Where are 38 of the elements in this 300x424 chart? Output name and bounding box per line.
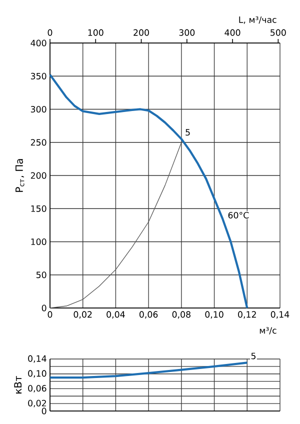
y-tick-label: 300 bbox=[30, 106, 46, 113]
x-tick-label: 0,02 bbox=[74, 311, 92, 319]
y-tick-label: 0 bbox=[42, 408, 46, 414]
x2-tick-label: 400 bbox=[224, 29, 240, 36]
x2-tick-label: 200 bbox=[134, 29, 149, 36]
x2-tick-label: 100 bbox=[88, 29, 104, 36]
y-axis-title: кВт bbox=[14, 376, 22, 394]
x2-axis-title: L, м³/час bbox=[239, 16, 276, 24]
y-tick-label: 0,06 bbox=[28, 385, 46, 392]
annotation: 5 bbox=[251, 352, 256, 360]
x-tick-label: 0,08 bbox=[172, 311, 190, 319]
x-axis-title: м³/с bbox=[260, 327, 276, 334]
x-tick-label: 0,06 bbox=[139, 311, 158, 319]
y-tick-label: 100 bbox=[31, 238, 46, 246]
y-tick-label: 400 bbox=[30, 40, 46, 46]
y-tick-label: 0,02 bbox=[28, 400, 46, 408]
annotation: 60°C bbox=[228, 212, 249, 218]
x-tick-label: 0,12 bbox=[238, 311, 256, 319]
line-series bbox=[50, 142, 182, 308]
y-tick-label: 250 bbox=[30, 139, 46, 146]
y-axis-title: Р$_{ст}$, Па bbox=[16, 159, 24, 192]
line-series bbox=[48, 74, 248, 310]
x-tick-label: 0,04 bbox=[106, 311, 125, 319]
x-tick-label: 0 bbox=[48, 311, 52, 318]
x2-tick-label: 300 bbox=[179, 29, 195, 36]
x2-tick-label: 0 bbox=[48, 29, 52, 36]
x-tick-label: 0,10 bbox=[205, 311, 224, 319]
x-tick-label: 0,14 bbox=[270, 311, 290, 319]
y-tick-label: 0,10 bbox=[28, 370, 46, 378]
y-tick-label: 150 bbox=[31, 205, 46, 212]
y-tick-label: 200 bbox=[30, 172, 46, 179]
y-tick-label: 0 bbox=[42, 304, 46, 312]
y-tick-label: 350 bbox=[30, 72, 46, 80]
y-tick-label: 50 bbox=[36, 272, 46, 278]
y-tick-label: 0,14 bbox=[28, 355, 46, 363]
annotation: 5 bbox=[186, 129, 190, 136]
x2-tick-label: 500 bbox=[270, 29, 286, 36]
line-series bbox=[48, 362, 248, 379]
